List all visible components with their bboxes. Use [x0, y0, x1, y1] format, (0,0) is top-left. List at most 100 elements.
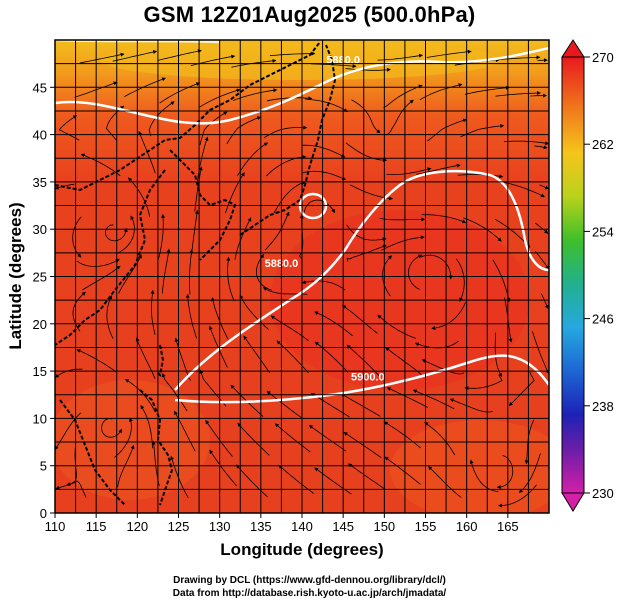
- streamline: [161, 372, 188, 412]
- streamline: [76, 258, 120, 267]
- streamline: [534, 145, 548, 150]
- streamline: [383, 421, 421, 449]
- streamline: [269, 51, 316, 57]
- streamline: [503, 140, 549, 146]
- streamline: [308, 424, 347, 452]
- streamline: [382, 255, 393, 297]
- streamline: [265, 155, 307, 177]
- streamline: [532, 331, 549, 374]
- y-tick-label: 25: [33, 270, 47, 285]
- y-tick-label: 45: [33, 80, 47, 95]
- streamline: [239, 294, 269, 330]
- streamline: [494, 55, 541, 61]
- longitude-axis: 110 115 120 125 130 135 140 145 150 155 160 165: [45, 513, 519, 534]
- x-tick-label: 120: [126, 519, 148, 534]
- x-tick-label: 165: [497, 519, 519, 534]
- streamline: [534, 250, 549, 270]
- tropical-warm-region-east: [390, 420, 549, 513]
- y-tick-label: 5: [40, 459, 47, 474]
- streamline: [518, 453, 541, 493]
- streamline: [118, 254, 142, 294]
- streamline: [117, 215, 135, 254]
- colorbar: 270 262 254 246 238 230: [561, 39, 614, 512]
- x-tick-label: 140: [291, 519, 313, 534]
- streamline: [345, 67, 391, 72]
- streamline: [385, 347, 422, 376]
- x-tick-label: 155: [415, 519, 437, 534]
- colorbar-tick-label: 238: [592, 399, 614, 414]
- colorbar-ticks: 270 262 254 246 238 230: [584, 50, 614, 501]
- streamline: [72, 216, 82, 258]
- streamline: [419, 83, 463, 101]
- streamline: [302, 144, 346, 158]
- chart-title: GSM 12Z01Aug2025 (500.0hPa): [143, 2, 476, 27]
- x-tick-label: 130: [209, 519, 231, 534]
- x-tick-label: 125: [168, 519, 190, 534]
- streamline: [508, 371, 535, 407]
- colorbar-gradient: [561, 56, 585, 494]
- streamline: [345, 142, 388, 163]
- streamline: [211, 297, 229, 340]
- streamline: [341, 305, 378, 334]
- streamline: [426, 49, 472, 58]
- coastline-china: [55, 169, 166, 346]
- y-tick-label: 15: [33, 364, 47, 379]
- streamline: [386, 167, 432, 176]
- streamline: [72, 291, 86, 332]
- coastline-taiwan: [156, 344, 165, 378]
- y-tick-label: 30: [33, 222, 47, 237]
- streamline: [343, 432, 382, 459]
- streamline: [379, 217, 426, 222]
- credit-drawing: Drawing by DCL (https://www.gfd-dennou.o…: [173, 575, 446, 586]
- colorbar-upper-extend: [561, 39, 585, 58]
- streamline: [266, 390, 303, 419]
- coastline-korea: [169, 149, 237, 261]
- y-axis-label: Latitude (degrees): [6, 202, 25, 349]
- streamline: [158, 213, 166, 260]
- streamline: [427, 118, 468, 142]
- colorbar-tick-label: 230: [592, 486, 614, 501]
- streamline: [385, 99, 414, 136]
- streamline: [301, 280, 346, 291]
- streamline: [235, 464, 268, 498]
- coastline-asia-north: [55, 41, 321, 192]
- streamline: [135, 337, 156, 379]
- streamline: [205, 420, 233, 457]
- coastline-philippines: [139, 389, 174, 506]
- contour-label: 5900.0: [351, 372, 385, 384]
- lat-lon-grid: [55, 40, 549, 513]
- coastlines: [55, 41, 337, 506]
- streamline: [428, 466, 462, 498]
- streamline: [127, 177, 151, 217]
- streamline: [124, 378, 156, 413]
- streamline: [255, 253, 272, 291]
- x-tick-label: 110: [45, 519, 66, 534]
- streamline: [424, 421, 456, 456]
- streamline: [150, 289, 156, 335]
- x-tick-label: 150: [373, 519, 395, 534]
- streamline: [314, 467, 352, 495]
- streamline: [157, 49, 202, 61]
- streamline: [530, 93, 547, 98]
- streamline: [351, 99, 381, 134]
- colorbar-tick-label: 254: [592, 224, 614, 239]
- streamline: [381, 235, 425, 251]
- streamline: [416, 163, 461, 175]
- x-tick-label: 135: [250, 519, 272, 534]
- streamline: [302, 170, 347, 181]
- streamline: [498, 484, 537, 508]
- streamline: [81, 265, 121, 291]
- streamline: [539, 184, 549, 190]
- colorbar-tick-label: 270: [592, 50, 614, 65]
- contour-5900: [174, 354, 549, 404]
- streamline: [496, 455, 514, 489]
- streamline: [386, 387, 428, 408]
- streamline: [209, 449, 238, 487]
- streamline: [449, 398, 493, 413]
- streamline: [273, 181, 306, 214]
- streamline: [502, 181, 545, 198]
- streamline: [243, 335, 271, 374]
- x-tick-label: 115: [86, 519, 107, 534]
